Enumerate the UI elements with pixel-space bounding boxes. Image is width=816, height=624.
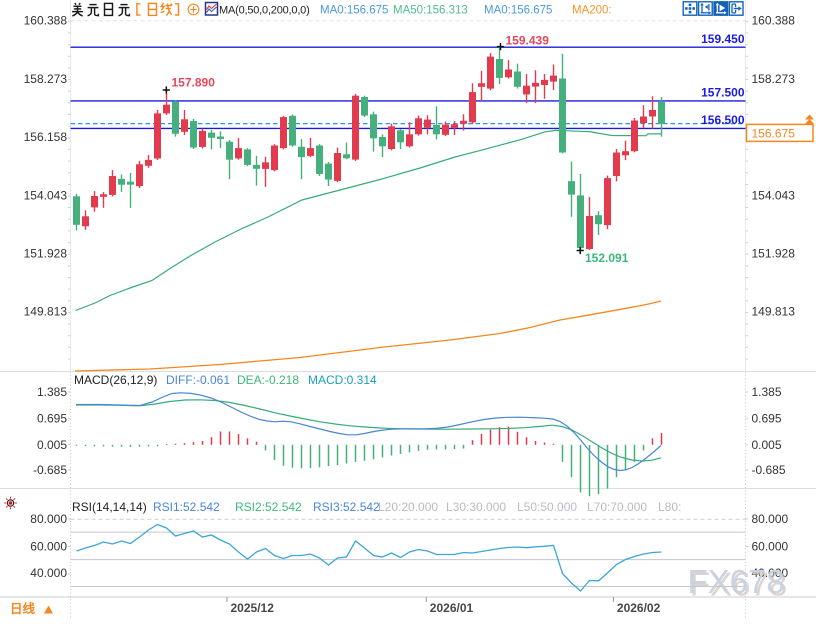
svg-text:MA0:156.675: MA0:156.675 <box>320 5 388 17</box>
svg-text:FX678: FX678 <box>690 566 787 603</box>
svg-text:L30:30.000: L30:30.000 <box>446 500 506 514</box>
svg-text:152.091: 152.091 <box>585 251 629 265</box>
svg-text:160.388: 160.388 <box>752 14 796 28</box>
svg-text:80.000: 80.000 <box>30 512 67 526</box>
svg-text:RSI3:52.542: RSI3:52.542 <box>313 500 380 514</box>
svg-text:156.158: 156.158 <box>24 130 68 144</box>
svg-text:159.450: 159.450 <box>701 32 745 46</box>
svg-text:60.000: 60.000 <box>30 540 67 554</box>
svg-text:40.000: 40.000 <box>30 566 67 580</box>
svg-text:2026/01: 2026/01 <box>430 601 474 615</box>
svg-text:40.000: 40.000 <box>752 566 789 580</box>
svg-text:L80:: L80: <box>658 500 681 514</box>
svg-text:149.813: 149.813 <box>752 305 796 319</box>
svg-text:156.675: 156.675 <box>752 126 796 140</box>
svg-text:157.890: 157.890 <box>172 76 216 90</box>
svg-text:151.928: 151.928 <box>24 247 68 261</box>
svg-text:159.439: 159.439 <box>506 34 550 48</box>
svg-text:RSI1:52.542: RSI1:52.542 <box>153 500 220 514</box>
svg-text:DIFF:-0.061: DIFF:-0.061 <box>166 373 230 387</box>
svg-text:MA50:156.313: MA50:156.313 <box>393 5 468 17</box>
svg-text:MA(0,50,0,200,0,0): MA(0,50,0,200,0,0) <box>219 5 310 17</box>
svg-text:0.695: 0.695 <box>37 411 67 425</box>
svg-text:151.928: 151.928 <box>752 247 796 261</box>
svg-text:-0.685: -0.685 <box>33 463 67 477</box>
svg-text:80.000: 80.000 <box>752 512 789 526</box>
svg-text:RSI2:52.542: RSI2:52.542 <box>235 500 302 514</box>
svg-text:154.043: 154.043 <box>24 188 68 202</box>
svg-text:MACD:0.314: MACD:0.314 <box>308 373 377 387</box>
svg-text:157.500: 157.500 <box>701 86 745 100</box>
svg-text:158.273: 158.273 <box>24 72 68 86</box>
svg-text:L20:20.000: L20:20.000 <box>378 500 438 514</box>
svg-text:158.273: 158.273 <box>752 72 796 86</box>
svg-text:1.385: 1.385 <box>752 385 782 399</box>
svg-text:0.695: 0.695 <box>752 411 782 425</box>
svg-text:149.813: 149.813 <box>24 305 68 319</box>
svg-text:MACD(26,12,9): MACD(26,12,9) <box>74 373 157 387</box>
svg-text:-0.685: -0.685 <box>752 463 786 477</box>
svg-text:2025/12: 2025/12 <box>231 601 275 615</box>
svg-text:0.005: 0.005 <box>752 438 782 452</box>
svg-text:日线: 日线 <box>10 601 36 616</box>
svg-text:60.000: 60.000 <box>752 540 789 554</box>
svg-text:160.388: 160.388 <box>24 14 68 28</box>
svg-text:FX678: FX678 <box>688 563 785 600</box>
svg-text:MA200:: MA200: <box>572 5 612 17</box>
svg-text:RSI(14,14,14): RSI(14,14,14) <box>72 500 147 514</box>
svg-text:154.043: 154.043 <box>752 188 796 202</box>
svg-text:L50:50.000: L50:50.000 <box>517 500 577 514</box>
svg-text:0.005: 0.005 <box>37 438 67 452</box>
svg-text:156.500: 156.500 <box>701 113 745 127</box>
svg-text:MA0:156.675: MA0:156.675 <box>484 5 552 17</box>
svg-text:L70:70.000: L70:70.000 <box>587 500 647 514</box>
svg-text:DEA:-0.218: DEA:-0.218 <box>237 373 299 387</box>
svg-text:1.385: 1.385 <box>37 385 67 399</box>
svg-text:2026/02: 2026/02 <box>617 601 661 615</box>
